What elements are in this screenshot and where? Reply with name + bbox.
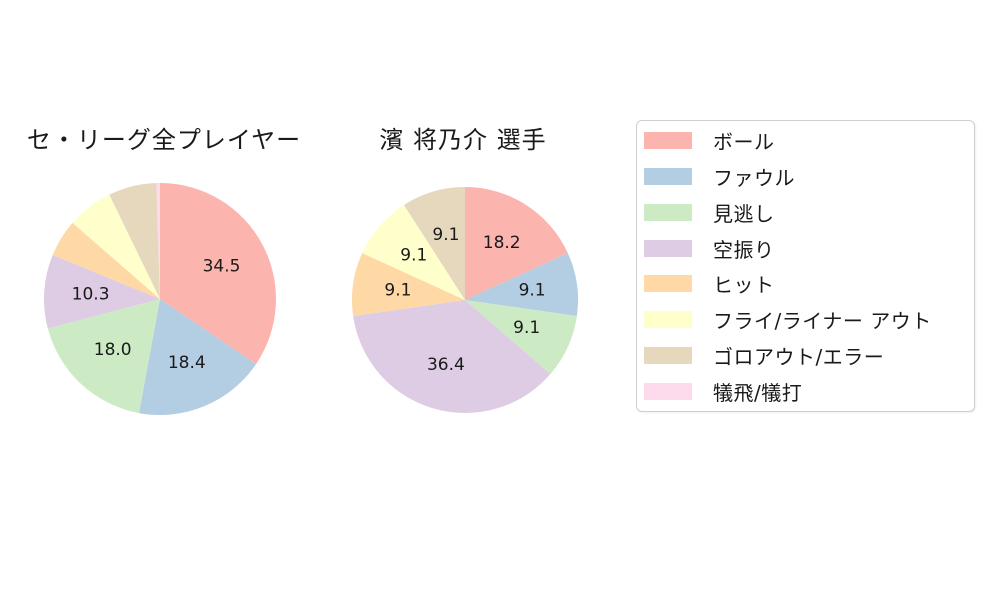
left-chart-title: セ・リーグ全プレイヤー [26, 126, 302, 154]
pie-slice-3 [44, 254, 161, 329]
legend: ボール ファウル 見逃し 空振り ヒット フライ/ライナー アウト ゴロアウト/… [636, 120, 975, 412]
legend-item-ball: ボール [637, 123, 974, 159]
pie-slice-0 [465, 187, 568, 300]
legend-swatch-groundout-error [644, 346, 692, 364]
pie-slice-2 [465, 300, 577, 374]
pie-slice-4 [351, 253, 465, 317]
pie-value-label-2: 9.1 [513, 318, 540, 338]
legend-swatch-swinging-strike [644, 239, 692, 257]
pie-chart-league-all-players: 34.5 18.4 18.0 10.3 [44, 183, 276, 415]
pie-value-label-4: 9.1 [384, 280, 411, 300]
legend-swatch-sacrifice [644, 382, 692, 400]
pie-value-label-3: 36.4 [427, 355, 465, 375]
pie-value-label-5: 9.1 [400, 246, 427, 266]
legend-item-groundout-error: ゴロアウト/エラー [637, 338, 974, 374]
pie-slice-5 [362, 204, 465, 300]
pie-slice-2 [47, 299, 160, 414]
pie-slice-6 [109, 183, 160, 299]
legend-item-foul: ファウル [637, 159, 974, 195]
pie-chart-player-hama: 18.29.19.136.49.19.19.1 [351, 187, 579, 414]
legend-swatch-hit [644, 275, 692, 293]
legend-label-hit: ヒット [713, 273, 775, 298]
pie-slice-7 [156, 183, 160, 299]
right-chart-title: 濱 将乃介 選手 [379, 126, 547, 154]
legend-swatch-called-strike [644, 203, 692, 221]
legend-item-sacrifice: 犠飛/犠打 [637, 373, 974, 409]
pie-value-label-0: 34.5 [203, 256, 241, 276]
legend-swatch-ball [644, 132, 692, 150]
legend-item-called-strike: 見逃し [637, 195, 974, 231]
pie-value-label-1: 9.1 [519, 280, 546, 300]
pie-value-label-3: 10.3 [72, 284, 110, 304]
pie-slice-1 [465, 253, 579, 317]
legend-label-ball: ボール [713, 130, 775, 155]
pie-slice-6 [403, 187, 465, 300]
legend-swatch-foul [644, 168, 692, 186]
legend-swatch-fly-liner-out [644, 311, 692, 329]
legend-label-called-strike: 見逃し [713, 201, 775, 226]
pie-value-label-2: 18.0 [94, 340, 132, 360]
pie-slice-4 [52, 222, 160, 299]
legend-item-hit: ヒット [637, 266, 974, 302]
legend-item-fly-liner-out: フライ/ライナー アウト [637, 302, 974, 338]
pie-value-label-1: 18.4 [168, 353, 206, 373]
pie-slice-1 [138, 299, 256, 415]
legend-item-swinging-strike: 空振り [637, 230, 974, 266]
legend-label-sacrifice: 犠飛/犠打 [713, 380, 803, 405]
pie-value-label-0: 18.2 [483, 233, 521, 253]
pie-slice-3 [353, 300, 551, 414]
legend-label-foul: ファウル [713, 166, 795, 191]
pie-value-label-6: 9.1 [432, 225, 459, 245]
pie-slice-5 [72, 194, 160, 299]
legend-label-swinging-strike: 空振り [713, 237, 775, 262]
pie-slice-0 [160, 183, 276, 365]
legend-label-fly-liner-out: フライ/ライナー アウト [713, 309, 932, 334]
legend-label-groundout-error: ゴロアウト/エラー [713, 344, 885, 369]
